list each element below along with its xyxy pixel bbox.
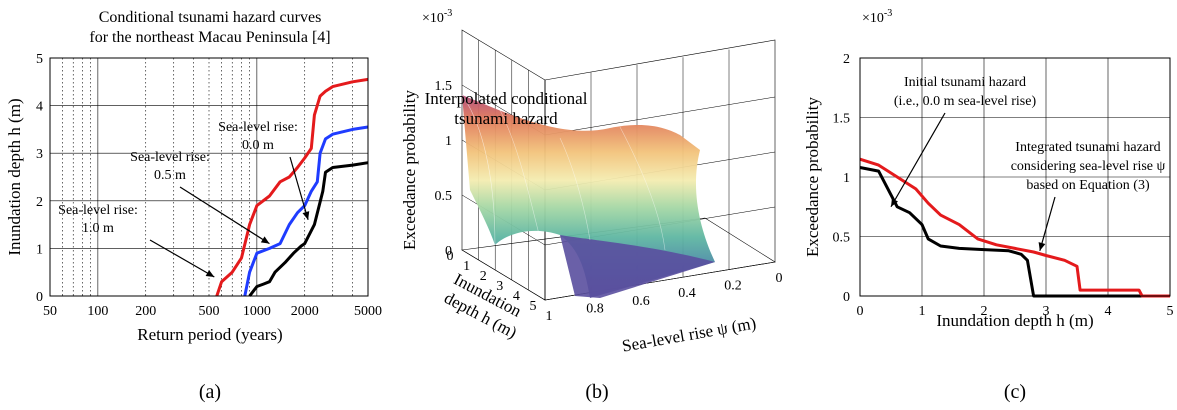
chart-c-ytick: 0 <box>843 290 850 305</box>
chart-b-psitick: 0.8 <box>586 301 604 316</box>
chart-a-annotation-1: Sea-level rise: <box>130 150 210 165</box>
chart-a-title-line-1: Conditional tsunami hazard curves <box>99 9 322 26</box>
chart-a-xtick: 5000 <box>354 304 382 319</box>
chart-a-ytick: 5 <box>36 52 43 67</box>
chart-c-xtick: 5 <box>1167 304 1174 319</box>
chart-c-xlabel: Inundation depth h (m) <box>936 311 1093 330</box>
chart-a-ylabel: Inundation depth h (m) <box>5 98 24 255</box>
chart-a-series-2 <box>250 163 368 296</box>
chart-b-psitick: 0.2 <box>724 279 742 294</box>
chart-c-annotation-1: Integrated tsunami hazard <box>1015 140 1160 155</box>
chart-b-title-line-2: tsunami hazard <box>454 109 558 128</box>
chart-b-panel-label: (b) <box>585 381 608 403</box>
chart-c-annotation-1-arrow <box>1040 197 1055 251</box>
chart-b-psitick: 0.4 <box>678 286 696 301</box>
chart-b-ztick: 0.5 <box>435 189 453 204</box>
chart-a-panel-label: (a) <box>199 381 221 403</box>
chart-b-htick: 5 <box>530 299 537 314</box>
chart-a: Conditional tsunami hazard curves for th… <box>5 9 382 403</box>
chart-c-xtick: 0 <box>857 304 864 319</box>
chart-a-annotation-2: Sea-level rise: <box>58 203 138 218</box>
chart-a-xlabel: Return period (years) <box>137 325 282 344</box>
chart-b-psitick: 1 <box>546 309 553 324</box>
chart-a-lines <box>217 79 368 296</box>
chart-b-htick: 0 <box>447 249 454 264</box>
chart-a-xtick: 500 <box>199 304 220 319</box>
chart-a-annotations: Sea-level rise: 0.0 m Sea-level rise: 0.5 m… <box>58 120 309 277</box>
chart-a-annotation-1: 0.5 m <box>154 168 186 183</box>
chart-c-annotation-1: based on Equation (3) <box>1026 178 1150 193</box>
chart-a-xtick: 2000 <box>291 304 319 319</box>
chart-a-ytick: 2 <box>36 195 43 210</box>
chart-a-series-0 <box>217 79 368 296</box>
chart-a-annotation-0: 0.0 m <box>242 138 274 153</box>
chart-b-z-multiplier: ×10-3 <box>422 8 452 26</box>
chart-a-xtick: 200 <box>135 304 156 319</box>
chart-c-annotation-0: Initial tsunami hazard <box>904 75 1026 90</box>
chart-a-annotation-2-arrow <box>150 240 214 277</box>
chart-c-ytick: 1.5 <box>833 112 851 127</box>
chart-c-panel-label: (c) <box>1004 381 1026 403</box>
chart-a-annotation-2-arrow-head <box>206 270 215 277</box>
chart-a-ytick: 1 <box>36 242 43 257</box>
chart-c-annotations: Initial tsunami hazard (i.e., 0.0 m sea-l… <box>891 75 1166 251</box>
chart-b-xlabel: Sea-level rise ψ (m) <box>621 313 758 355</box>
chart-a-ytick: 3 <box>36 147 43 162</box>
chart-b-psitick: 0.6 <box>632 294 650 309</box>
chart-a-xtick: 100 <box>87 304 108 319</box>
chart-a-title-line-2: for the northeast Macau Peninsula [4] <box>89 29 330 46</box>
chart-a-ytick: 4 <box>36 100 43 115</box>
chart-a-xtick: 50 <box>43 304 57 319</box>
chart-c-ytick: 1 <box>843 171 850 186</box>
chart-a-ytick: 0 <box>36 290 43 305</box>
chart-c-ylabel: Exceedance probability <box>803 97 822 258</box>
chart-b-title-line-1: Interpolated conditional <box>425 89 588 108</box>
chart-a-grid <box>50 58 368 296</box>
chart-a-annotation-0: Sea-level rise: <box>218 120 298 135</box>
chart-c-annotation-1: considering sea-level rise ψ <box>1011 159 1166 174</box>
chart-a-annotation-0-arrow-head <box>303 211 310 220</box>
chart-a-annotation-1-arrow-head <box>261 236 270 243</box>
chart-b-ztick: 1 <box>445 134 452 149</box>
chart-c-xtick: 1 <box>919 304 926 319</box>
chart-b-psitick: 0 <box>776 271 783 286</box>
chart-c-ytick: 0.5 <box>833 231 851 246</box>
chart-a-annotation-2: 1.0 m <box>82 221 114 236</box>
chart-c-xtick: 4 <box>1105 304 1112 319</box>
chart-a-xtick: 1000 <box>243 304 271 319</box>
chart-b-zlabel: Exceedance probability <box>400 90 419 251</box>
chart-c-y-multiplier: ×10-3 <box>862 8 892 26</box>
chart-c-annotation-0: (i.e., 0.0 m sea-level rise) <box>894 94 1037 109</box>
chart-c-ytick: 2 <box>843 52 850 67</box>
chart-c: ×10-3 0 1 2 3 4 500.511.52 Inundation depth h… <box>803 8 1174 403</box>
